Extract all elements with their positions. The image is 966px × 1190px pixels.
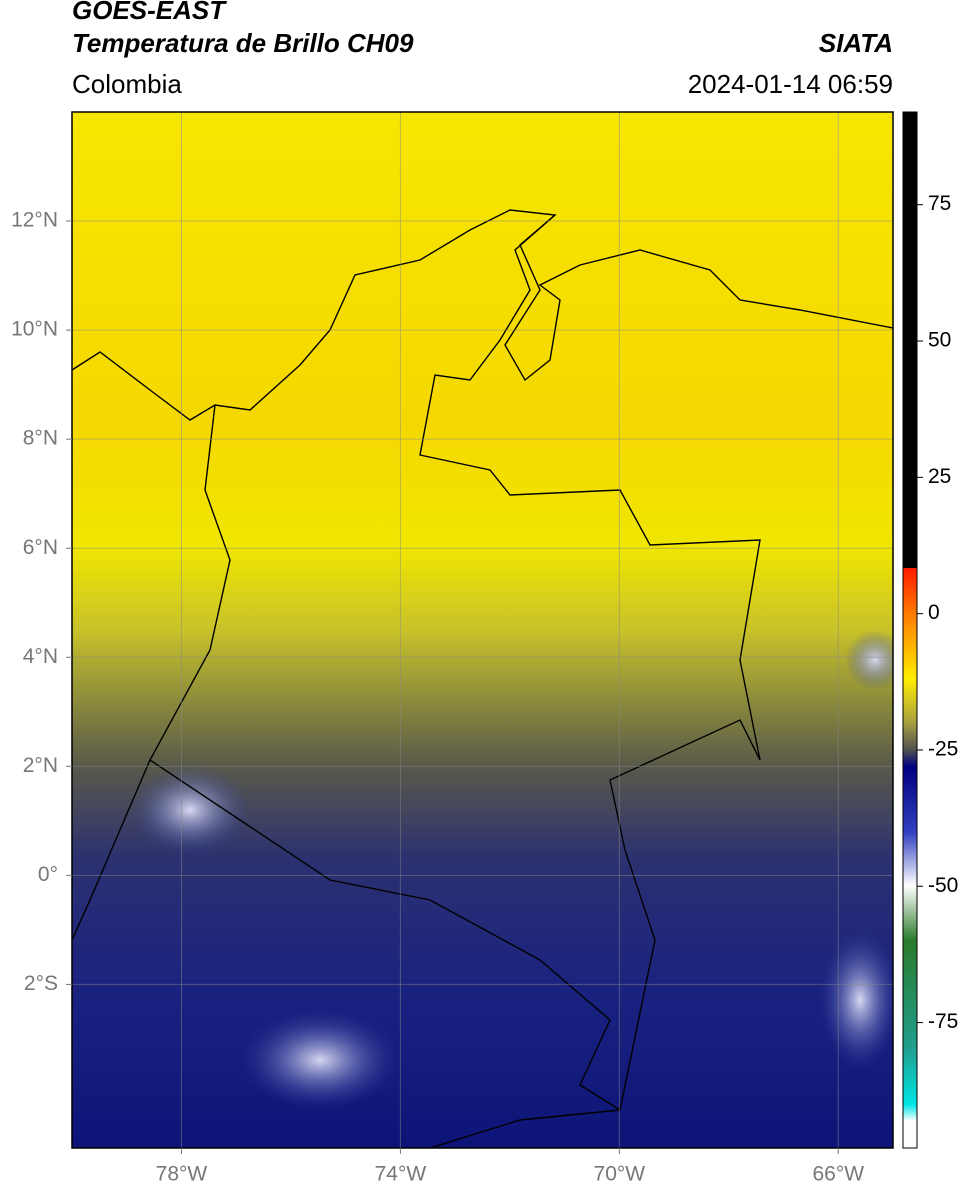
colorbar-tick-label: -50	[928, 874, 958, 897]
source: SIATA	[819, 28, 893, 58]
colorbar-tick-label: 75	[928, 192, 951, 215]
cloud	[820, 930, 893, 1070]
lat-tick-label: 2°S	[24, 972, 58, 995]
lat-tick-label: 12°N	[11, 209, 58, 232]
lon-tick-label: 74°W	[375, 1163, 427, 1186]
map-frame	[71, 111, 894, 1149]
lon-tick-label: 70°W	[594, 1163, 646, 1186]
lat-tick-label: 0°	[38, 863, 58, 886]
colorbar-tick-label: -75	[928, 1010, 958, 1033]
lat-tick-label: 4°N	[23, 645, 58, 668]
satellite: GOES-EAST	[72, 0, 227, 25]
map-background	[72, 112, 893, 1148]
colorbar-tick-label: 0	[928, 601, 940, 624]
colorbar-tick-label: 25	[928, 465, 951, 488]
datetime: 2024-01-14 06:59	[688, 69, 893, 99]
cloud	[845, 630, 893, 690]
map	[72, 112, 893, 1148]
cloud	[240, 1010, 400, 1110]
colorbar-tick-label: 50	[928, 329, 951, 352]
borders	[72, 209, 893, 1148]
lon-tick-label: 66°W	[812, 1163, 864, 1186]
lat-tick-label: 8°N	[23, 427, 58, 450]
product: Temperatura de Brillo CH09	[72, 28, 414, 58]
cloud	[130, 765, 250, 855]
lat-tick-label: 2°N	[23, 754, 58, 777]
lat-tick-label: 6°N	[23, 536, 58, 559]
lon-tick-label: 78°W	[156, 1163, 208, 1186]
colorbar	[902, 111, 918, 1149]
lat-tick-label: 10°N	[11, 318, 58, 341]
colorbar-tick-label: -25	[928, 738, 958, 761]
region: Colombia	[72, 69, 182, 99]
